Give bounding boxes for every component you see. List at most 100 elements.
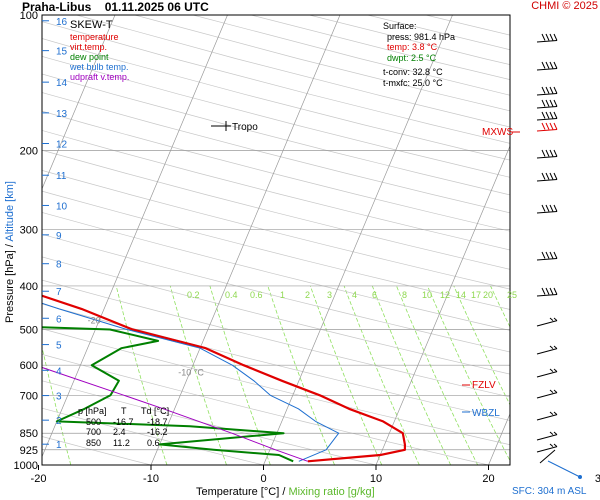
mixing-ratio-label: 20 xyxy=(483,290,493,300)
mixing-ratio-label: 14 xyxy=(456,290,466,300)
temperature-tick-label: 20 xyxy=(482,473,494,485)
altitude-tick-label: 12 xyxy=(56,140,68,151)
series-udpraft-v-temp xyxy=(42,366,308,462)
x-axis-label-mix: Mixing ratio [g/kg] xyxy=(288,486,375,498)
surface-tconv: t-conv: 32.8 °C xyxy=(383,67,443,77)
mxws-label: MXWS xyxy=(482,127,514,138)
wind-barb xyxy=(536,99,558,109)
isotherm-label: -10 °C xyxy=(178,368,204,378)
sfc-label: SFC: 304 m ASL xyxy=(512,486,587,497)
pressure-tick-label: 300 xyxy=(20,225,38,237)
wind-barb xyxy=(536,287,558,297)
mixing-ratio-label: 12 xyxy=(440,290,450,300)
dry-adiabat xyxy=(42,279,510,398)
altitude-tick-label: 10 xyxy=(56,201,68,212)
altitude-tick-label: 15 xyxy=(56,47,68,58)
level-table: p [hPa] T Td [°C] 500 -16.7 -18.7 700 2.… xyxy=(78,406,169,448)
altitude-tick-label: 8 xyxy=(56,260,62,271)
legend-item-temperature: temperature xyxy=(70,32,119,42)
altitude-tick-label: 1 xyxy=(56,440,62,451)
dry-adiabat xyxy=(42,190,510,310)
surface-press: press: 981.4 hPa xyxy=(387,31,456,42)
dry-adiabat xyxy=(42,169,510,290)
pressure-tick-label: 600 xyxy=(20,360,38,372)
dry-adiabat xyxy=(42,110,510,232)
altitude-tick-label: 5 xyxy=(56,341,62,352)
wind-barb xyxy=(536,172,558,182)
mixing-ratio-label: 6 xyxy=(372,290,377,300)
mixing-ratio-label: 2 xyxy=(305,290,310,300)
temperature-tick-label: 10 xyxy=(370,473,382,485)
mixing-ratio-label: 0.4 xyxy=(225,290,238,300)
wind-barb xyxy=(536,345,558,355)
mixing-ratio-label: 17 xyxy=(471,290,481,300)
wind-barb xyxy=(536,86,558,96)
y-axis-label: Pressure [hPa] / Altitude [km] xyxy=(4,132,16,372)
temperature-tick-label: -20 xyxy=(31,473,47,485)
series-wet-bulb-temp xyxy=(42,302,340,462)
wind-barb xyxy=(536,443,558,453)
x-axis-label: Temperature [°C] / Mixing ratio [g/kg] xyxy=(196,486,375,498)
mixing-ratio-label: 8 xyxy=(402,290,407,300)
surface-tmxfc: t-mxfc: 25.0 °C xyxy=(383,77,443,88)
mixing-ratio-label: 0.2 xyxy=(187,290,200,300)
wind-barb xyxy=(536,368,558,378)
mixing-ratio-line xyxy=(42,345,72,465)
wind-barb xyxy=(536,251,558,261)
y-axis-label-press: Pressure [hPa] xyxy=(4,250,16,323)
y-axis-label-alt: Altitude [km] xyxy=(4,181,16,242)
isotherm xyxy=(150,15,341,465)
plot-area xyxy=(0,15,510,465)
mixing-ratio-line xyxy=(453,285,510,406)
altitude-tick-label: 3 xyxy=(56,392,62,403)
surface-wind-barb xyxy=(539,449,556,464)
wind-barb xyxy=(536,122,558,132)
pressure-tick-label: 1000 xyxy=(14,460,38,472)
wind-barb xyxy=(536,204,558,214)
series-temperature xyxy=(42,294,406,463)
mixing-ratio-label: 4 xyxy=(352,290,357,300)
altitude-tick-label: 9 xyxy=(56,231,62,242)
temperature-tick-label: 0 xyxy=(260,473,266,485)
wind-barb xyxy=(536,61,558,71)
isotherm xyxy=(42,15,116,190)
altitude-tick-label: 14 xyxy=(56,78,68,89)
altitude-tick-label: 4 xyxy=(56,366,62,377)
altitude-tick-label: 16 xyxy=(56,17,68,28)
altitude-tick-label: 11 xyxy=(56,171,67,182)
wind-barb xyxy=(536,431,558,441)
pressure-tick-label: 200 xyxy=(20,145,38,157)
dry-adiabat xyxy=(42,303,510,421)
isotherm xyxy=(263,15,453,465)
legend-item-virt-temp: virt.temp. xyxy=(70,42,108,52)
surface-info: Surface: press: 981.4 hPa temp: 3.8 °C d… xyxy=(383,21,455,88)
temperature-tick-label: 30 xyxy=(595,473,600,485)
pressure-tick-label: 400 xyxy=(20,281,38,293)
x-axis-label-temp: Temperature [°C] xyxy=(196,486,280,498)
surface-wind-vector xyxy=(547,460,581,478)
pressure-tick-label: 850 xyxy=(20,428,38,440)
station-title: Praha-Libus 01.11.2025 06 UTC xyxy=(22,0,209,14)
table-row: 700 2.4 -16.2 xyxy=(86,427,168,437)
table-row: 850 11.2 0.6 xyxy=(86,437,160,448)
dry-adiabat xyxy=(134,15,510,112)
dry-adiabat xyxy=(42,130,510,251)
wind-barb xyxy=(536,389,558,399)
legend-item-wet-bulb: wet bulb temp. xyxy=(70,62,129,72)
fzlv-label: FZLV xyxy=(472,380,496,391)
tropopause-label: Tropo xyxy=(232,122,258,133)
pressure-tick-label: 100 xyxy=(20,10,38,22)
mixing-ratio-line xyxy=(490,285,510,328)
mixing-ratio-label: 3 xyxy=(327,290,332,300)
isotherm xyxy=(0,15,3,465)
station-name: Praha-Libus xyxy=(22,0,92,14)
pressure-tick-label: 500 xyxy=(20,325,38,337)
legend-item-updraft: udpraft v.temp. xyxy=(70,72,130,82)
pressure-tick-label: 700 xyxy=(20,390,38,402)
table-row: 500 -16.7 -18.7 xyxy=(86,416,168,427)
altitude-tick-label: 13 xyxy=(56,109,68,120)
dry-adiabat xyxy=(42,149,510,270)
altitude-tick-label: 6 xyxy=(56,314,62,325)
